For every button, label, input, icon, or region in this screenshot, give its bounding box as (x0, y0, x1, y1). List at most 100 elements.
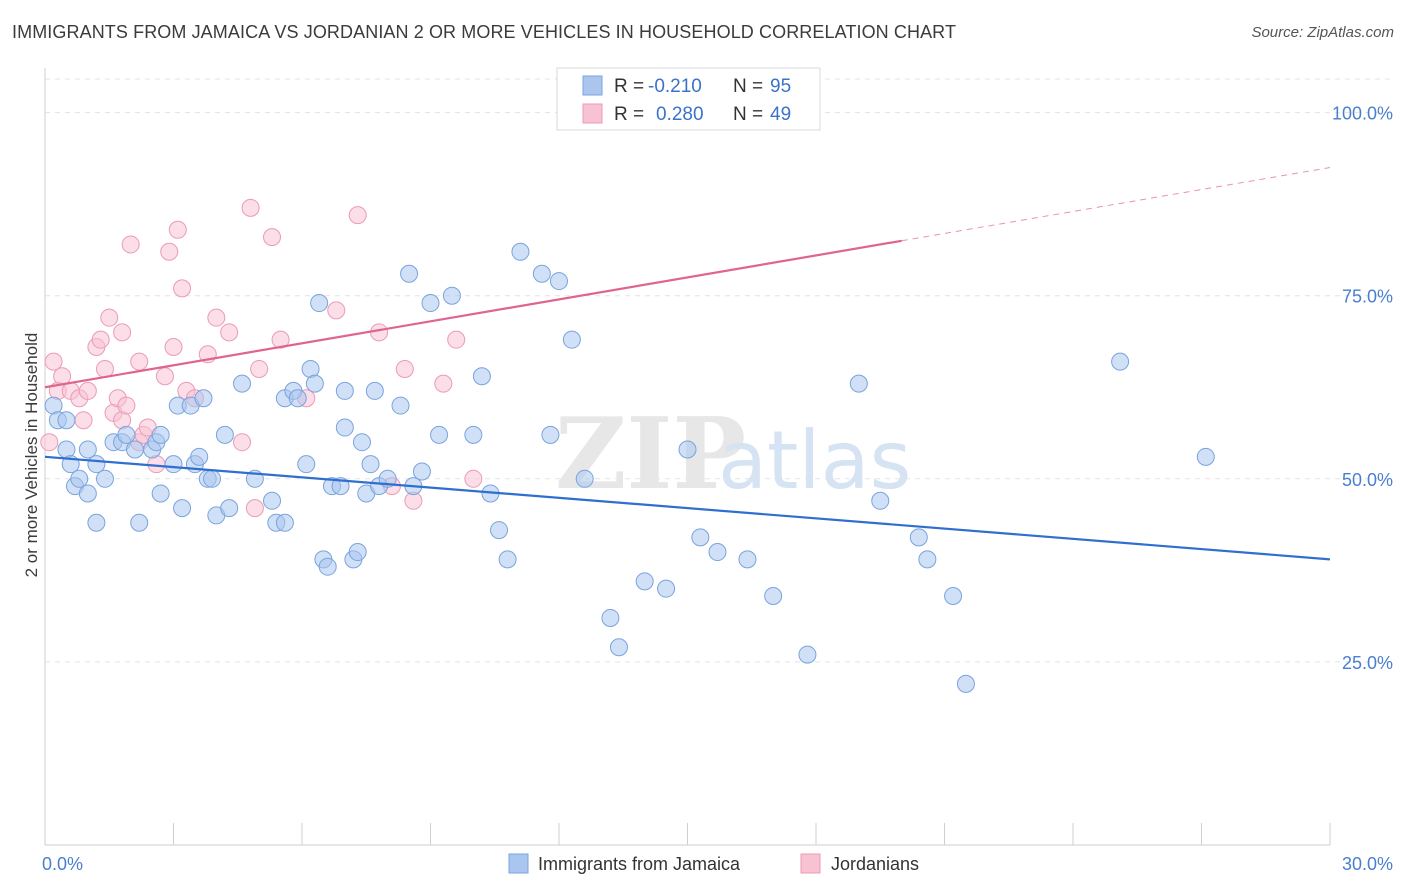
point-jamaica (601, 608, 620, 627)
point-jamaica (764, 586, 783, 605)
point-jamaica (194, 389, 213, 408)
point-jamaica (87, 455, 106, 474)
point-jamaica (288, 389, 307, 408)
point-jamaica (956, 674, 975, 693)
y-tick-label: 100.0% (1332, 104, 1393, 124)
point-jamaica (203, 469, 222, 488)
point-jamaica (130, 513, 149, 532)
point-jordanians (434, 374, 453, 393)
point-jordanians (207, 308, 226, 327)
point-jamaica (738, 550, 757, 569)
axes (44, 68, 1331, 846)
point-jamaica (275, 513, 294, 532)
point-jordanians (271, 330, 290, 349)
point-jamaica (944, 586, 963, 605)
point-jordanians (121, 235, 140, 254)
point-jamaica (335, 418, 354, 437)
point-jamaica (164, 455, 183, 474)
point-jamaica (151, 484, 170, 503)
point-jamaica (918, 550, 937, 569)
point-jamaica (1111, 352, 1130, 371)
legend-swatch-jamaica (582, 75, 603, 96)
point-jordanians (130, 352, 149, 371)
y-tick-label: 25.0% (1342, 653, 1393, 673)
point-jordanians (327, 301, 346, 320)
point-jamaica (78, 440, 97, 459)
point-jordanians (91, 330, 110, 349)
point-jamaica (609, 638, 628, 657)
series-legend: Immigrants from Jamaica Jordanians (508, 853, 919, 874)
point-jordanians (250, 359, 269, 378)
point-jamaica (331, 477, 350, 496)
point-jordanians (220, 323, 239, 342)
point-jordanians (348, 206, 367, 225)
y-axis-label: 2 or more Vehicles in Household (22, 333, 41, 578)
point-jamaica (541, 425, 560, 444)
point-jordanians (447, 330, 466, 349)
point-jamaica (430, 425, 449, 444)
point-jordanians (117, 396, 136, 415)
point-jordanians (78, 381, 97, 400)
point-jamaica (125, 440, 144, 459)
legend-swatch-bottom-jordanians (800, 853, 821, 874)
point-jordanians (241, 198, 260, 217)
point-jamaica (215, 425, 234, 444)
point-jamaica (95, 469, 114, 488)
legend-n-value-2: 49 (770, 104, 791, 125)
point-jamaica (849, 374, 868, 393)
point-jordanians (74, 411, 93, 430)
point-jamaica (442, 286, 461, 305)
point-jamaica (233, 374, 252, 393)
point-jamaica (151, 425, 170, 444)
point-jordanians (395, 359, 414, 378)
point-jamaica (297, 455, 316, 474)
point-jamaica (78, 484, 97, 503)
watermark-atlas: atlas (718, 414, 911, 507)
legend-n-label-1: N = (733, 76, 763, 97)
point-jamaica (412, 462, 431, 481)
point-jamaica (657, 579, 676, 598)
y-tick-label: 50.0% (1342, 470, 1393, 490)
y-tick-labels: 25.0% 50.0% 75.0% 100.0% (1332, 104, 1393, 673)
point-jamaica (464, 425, 483, 444)
trend-lines (44, 167, 1331, 561)
point-jamaica (335, 381, 354, 400)
series-jamaica (44, 242, 1215, 693)
point-jordanians (44, 352, 63, 371)
point-jamaica (310, 294, 329, 313)
point-jordanians (173, 279, 192, 298)
point-jordanians (263, 228, 282, 247)
x-tick-label: 0.0% (42, 854, 83, 874)
point-jamaica (421, 294, 440, 313)
point-jordanians (245, 499, 264, 518)
legend-n-value-1: 95 (770, 76, 791, 97)
point-jamaica (391, 396, 410, 415)
point-jamaica (1196, 447, 1215, 466)
point-jamaica (173, 499, 192, 518)
point-jamaica (498, 550, 517, 569)
point-jamaica (532, 264, 551, 283)
point-jamaica (305, 374, 324, 393)
point-jamaica (57, 411, 76, 430)
grid-lines (45, 78, 1395, 663)
watermark-zip: ZIP (555, 397, 746, 512)
legend-swatch-jordanians (582, 103, 603, 124)
legend-n-label-2: N = (733, 104, 763, 125)
x-tick-labels: 0.0% 30.0% (42, 854, 1393, 874)
point-jamaica (190, 447, 209, 466)
point-jamaica (550, 272, 568, 291)
stats-legend: R = -0.210 N = 95 R = 0.280 N = 49 (556, 67, 821, 131)
point-jordanians (464, 469, 483, 488)
chart-title: IMMIGRANTS FROM JAMAICA VS JORDANIAN 2 O… (12, 22, 957, 42)
legend-label-jordanians: Jordanians (831, 854, 919, 874)
point-jordanians (370, 323, 389, 342)
point-jamaica (361, 455, 380, 474)
chart-source: Source: ZipAtlas.com (1251, 24, 1394, 41)
point-jordanians (113, 323, 132, 342)
point-jamaica (635, 572, 654, 591)
point-jamaica (318, 557, 337, 576)
trend-line-jamaica (44, 455, 1331, 561)
point-jordanians (160, 242, 179, 261)
point-jordanians (168, 220, 187, 239)
